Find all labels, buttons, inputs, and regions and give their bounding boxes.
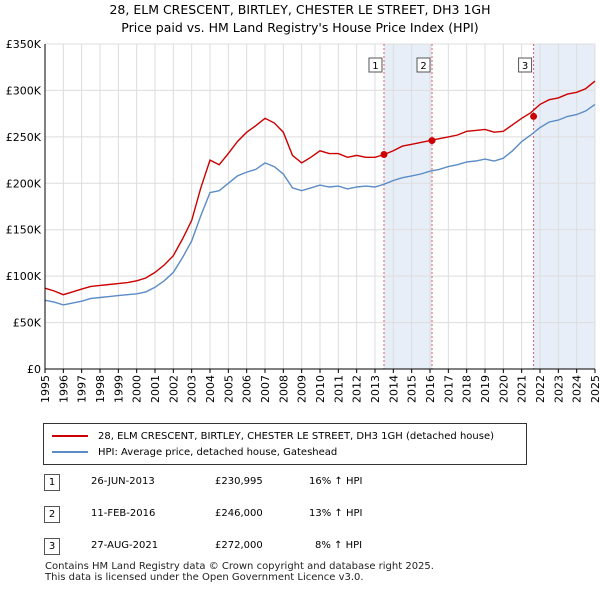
transaction-date: 11-FEB-2016 xyxy=(91,508,156,519)
x-tick-label: 2005 xyxy=(222,375,235,403)
x-tick-label: 2018 xyxy=(461,375,474,403)
chart-title: 28, ELM CRESCENT, BIRTLEY, CHESTER LE ST… xyxy=(109,2,491,17)
x-tick-label: 1999 xyxy=(112,375,125,403)
x-tick-label: 2013 xyxy=(369,375,382,403)
legend-label-hpi: HPI: Average price, detached house, Gate… xyxy=(98,446,338,458)
y-tick-label: £300K xyxy=(6,84,42,97)
x-tick-label: 2017 xyxy=(442,375,455,403)
x-tick-label: 2015 xyxy=(406,375,419,403)
legend-item-property: 28, ELM CRESCENT, BIRTLEY, CHESTER LE ST… xyxy=(52,429,494,443)
footer-copyright: Contains HM Land Registry data © Crown c… xyxy=(45,561,434,572)
x-tick-label: 2007 xyxy=(259,375,272,403)
transaction-row: 1 26-JUN-2013 £230,995 16% ↑ HPI xyxy=(43,473,543,491)
transaction-marker: 3 xyxy=(44,538,60,555)
sale-label-box xyxy=(368,57,383,73)
x-tick-label: 2023 xyxy=(552,375,565,403)
sale-point xyxy=(380,151,388,159)
legend-item-hpi: HPI: Average price, detached house, Gate… xyxy=(52,445,337,459)
x-tick-label: 2014 xyxy=(387,375,400,403)
transaction-price: £230,995 xyxy=(215,476,263,487)
sale-label: 2 xyxy=(420,61,426,72)
x-tick-label: 2003 xyxy=(186,375,199,403)
x-tick-label: 1996 xyxy=(57,375,70,403)
x-tick-label: 2000 xyxy=(131,375,144,403)
sale-label-box xyxy=(518,57,533,73)
x-tick-label: 2024 xyxy=(571,375,584,403)
x-tick-label: 2012 xyxy=(351,375,364,403)
legend-label-property: 28, ELM CRESCENT, BIRTLEY, CHESTER LE ST… xyxy=(98,430,495,442)
transaction-row: 3 27-AUG-2021 £272,000 8% ↑ HPI xyxy=(43,537,543,555)
x-tick-label: 2002 xyxy=(167,375,180,403)
x-tick-label: 2001 xyxy=(149,375,162,403)
y-tick-label: £100K xyxy=(6,270,42,283)
sale-label: 1 xyxy=(372,61,378,72)
transaction-date: 26-JUN-2013 xyxy=(91,476,155,487)
transaction-hpi: 16% ↑ HPI xyxy=(309,476,363,487)
sale-label-box xyxy=(416,57,431,73)
transaction-price: £272,000 xyxy=(215,540,263,551)
legend-swatch-property xyxy=(52,435,88,437)
x-tick-label: 2025 xyxy=(589,375,600,403)
x-tick-label: 2021 xyxy=(516,375,529,403)
y-tick-label: £200K xyxy=(6,177,42,190)
y-tick-label: £350K xyxy=(6,38,42,51)
x-tick-label: 2010 xyxy=(314,375,327,403)
transaction-price: £246,000 xyxy=(215,508,263,519)
x-tick-label: 2004 xyxy=(204,375,217,403)
x-tick-label: 1998 xyxy=(94,375,107,403)
transaction-hpi: 8% ↑ HPI xyxy=(315,540,363,551)
y-tick-label: £150K xyxy=(6,224,42,237)
x-tick-label: 1997 xyxy=(76,375,89,403)
x-tick-label: 2022 xyxy=(534,375,547,403)
x-tick-label: 2009 xyxy=(296,375,309,403)
x-tick-label: 2016 xyxy=(424,375,437,403)
shaded-span xyxy=(383,44,433,369)
x-tick-label: 2011 xyxy=(332,375,345,403)
x-tick-label: 1995 xyxy=(39,375,52,403)
sale-point xyxy=(428,137,436,145)
transaction-date: 27-AUG-2021 xyxy=(91,540,159,551)
chart-subtitle: Price paid vs. HM Land Registry's House … xyxy=(121,20,479,35)
transaction-row: 2 11-FEB-2016 £246,000 13% ↑ HPI xyxy=(43,505,543,523)
sale-point xyxy=(530,112,538,120)
legend: 28, ELM CRESCENT, BIRTLEY, CHESTER LE ST… xyxy=(43,423,527,465)
sale-label: 3 xyxy=(522,61,528,72)
footer-license: This data is licensed under the Open Gov… xyxy=(45,572,364,583)
y-tick-label: £250K xyxy=(6,131,42,144)
shaded-span xyxy=(533,44,595,369)
transaction-hpi: 13% ↑ HPI xyxy=(309,508,363,519)
legend-swatch-hpi xyxy=(52,451,88,453)
y-tick-label: £0 xyxy=(27,363,41,376)
transaction-marker: 2 xyxy=(44,506,60,523)
property-price-line xyxy=(44,80,596,296)
price-chart: £0 £50K £100K £150K £200K £250K £300K £350K 1995… xyxy=(6,38,600,403)
x-tick-label: 2006 xyxy=(241,375,254,403)
hpi-line xyxy=(44,103,596,306)
x-tick-label: 2020 xyxy=(497,375,510,403)
y-tick-label: £50K xyxy=(13,317,42,330)
x-tick-label: 2019 xyxy=(479,375,492,403)
x-tick-label: 2008 xyxy=(277,375,290,403)
transaction-marker: 1 xyxy=(44,474,60,491)
